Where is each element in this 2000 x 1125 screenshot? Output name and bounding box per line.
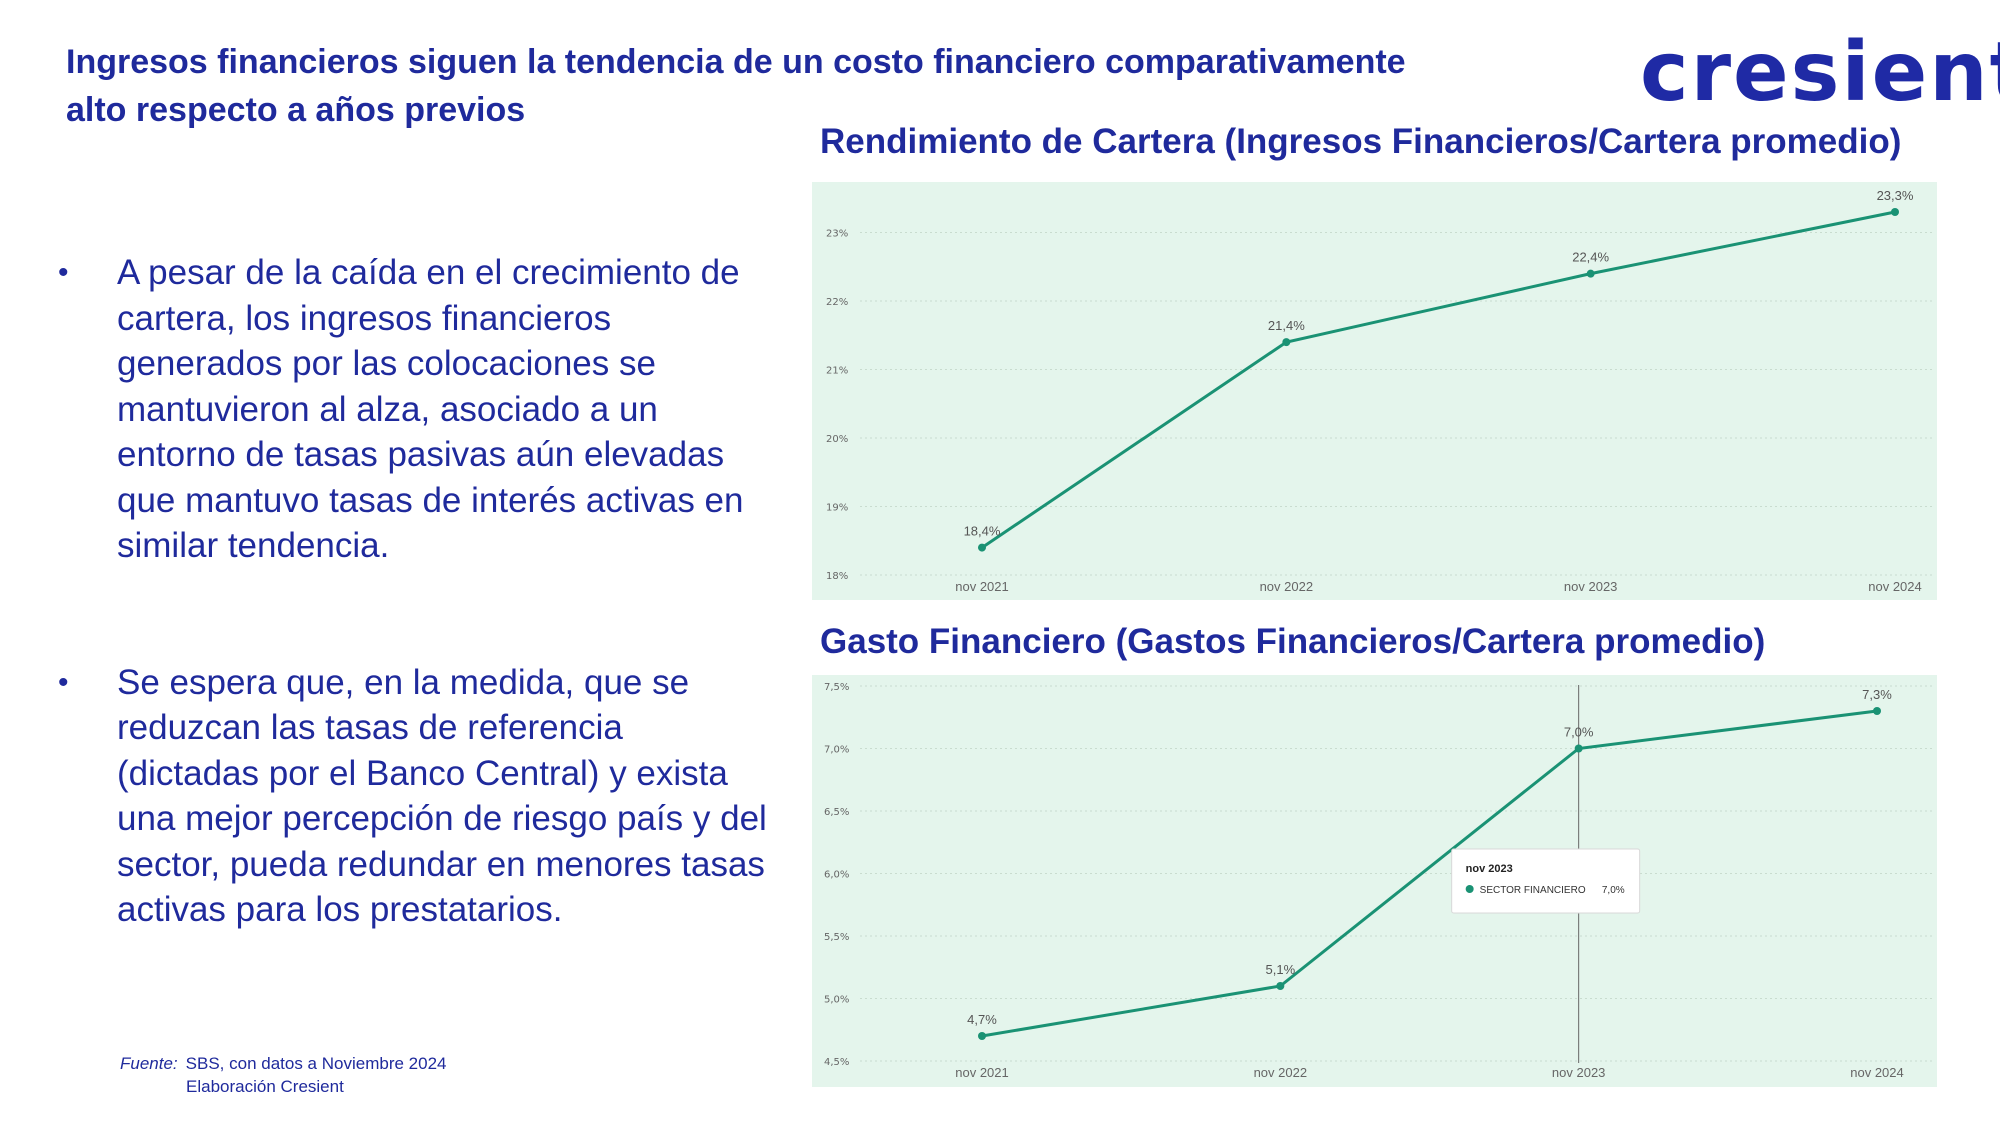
x-tick-label: nov 2024 bbox=[1868, 579, 1922, 594]
y-tick-label: 6,0% bbox=[824, 870, 849, 881]
data-point bbox=[1282, 338, 1291, 347]
data-label: 23,3% bbox=[1877, 188, 1914, 203]
source-line-2: Elaboración Cresient bbox=[186, 1077, 344, 1096]
y-tick-label: 19% bbox=[826, 503, 848, 514]
x-tick-label: nov 2023 bbox=[1564, 579, 1618, 594]
slide-title: Ingresos financieros siguen la tendencia… bbox=[66, 43, 1406, 129]
data-point bbox=[1891, 208, 1899, 216]
x-tick-label: nov 2023 bbox=[1552, 1065, 1606, 1080]
data-label: 7,3% bbox=[1862, 687, 1892, 702]
y-tick-label: 7,5% bbox=[824, 682, 849, 693]
x-tick-label: nov 2021 bbox=[955, 1065, 1009, 1080]
y-tick-label: 5,5% bbox=[824, 932, 849, 943]
data-label: 22,4% bbox=[1572, 250, 1609, 265]
data-point bbox=[1873, 707, 1881, 715]
source-note: Fuente: SBS, con datos a Noviembre 2024 E… bbox=[120, 1052, 446, 1098]
bullet-text: Se espera que, en la medida, que se redu… bbox=[117, 662, 767, 930]
data-point bbox=[978, 1032, 986, 1040]
tooltip-series-name: SECTOR FINANCIERO bbox=[1480, 885, 1586, 896]
chart-rendimiento: 18% 19% 20% 21% 22% 23% nov 2021 nov 2022 nov 20… bbox=[826, 188, 1932, 594]
y-tick-label: 6,5% bbox=[824, 807, 849, 818]
y-tick-label: 20% bbox=[826, 434, 848, 445]
bullet-list: • A pesar de la caída en el crecimiento … bbox=[52, 250, 772, 1024]
x-tick-label: nov 2021 bbox=[955, 579, 1009, 594]
source-line-1: SBS, con datos a Noviembre 2024 bbox=[185, 1054, 447, 1073]
x-tick-label: nov 2022 bbox=[1254, 1065, 1308, 1080]
chart-panel-rendimiento: 18% 19% 20% 21% 22% 23% nov 2021 nov 2022 nov 20… bbox=[812, 182, 1937, 600]
data-label: 7,0% bbox=[1564, 725, 1594, 740]
y-tick-label: 18% bbox=[826, 571, 848, 582]
series-line bbox=[981, 210, 1896, 549]
chart-title-rendimiento: Rendimiento de Cartera (Ingresos Financi… bbox=[820, 122, 1902, 161]
data-point bbox=[978, 543, 986, 552]
data-point bbox=[1276, 982, 1285, 990]
tooltip-box bbox=[1451, 848, 1641, 914]
data-point bbox=[1574, 744, 1583, 753]
chart-panel-gasto: 4,5% 5,0% 5,5% 6,0% 6,5% 7,0% 7,5% nov 2021 nov … bbox=[812, 675, 1937, 1087]
tooltip-series-dot bbox=[1465, 885, 1474, 893]
y-tick-label: 4,5% bbox=[824, 1057, 849, 1068]
y-tick-label: 23% bbox=[826, 229, 848, 240]
chart-title-gasto: Gasto Financiero (Gastos Financieros/Car… bbox=[820, 622, 1766, 661]
x-tick-label: nov 2024 bbox=[1850, 1065, 1904, 1080]
bullet-marker: • bbox=[58, 256, 69, 289]
y-tick-label: 21% bbox=[826, 366, 848, 377]
tooltip-value: 7,0% bbox=[1602, 885, 1625, 896]
y-tick-label: 7,0% bbox=[824, 745, 849, 756]
data-label: 5,1% bbox=[1266, 962, 1296, 977]
data-label: 21,4% bbox=[1268, 318, 1305, 333]
bullet-marker: • bbox=[58, 665, 69, 699]
data-label: 4,7% bbox=[967, 1012, 997, 1027]
brand-logo: cresient bbox=[1640, 25, 2000, 120]
source-label: Fuente: bbox=[120, 1054, 178, 1073]
bullet-item: • Se espera que, en la medida, que se re… bbox=[52, 660, 772, 933]
y-tick-label: 22% bbox=[826, 297, 848, 308]
bullet-text: A pesar de la caída en el crecimiento de… bbox=[117, 253, 744, 565]
series-line bbox=[981, 709, 1878, 1038]
tooltip-title: nov 2023 bbox=[1466, 863, 1513, 875]
y-tick-label: 5,0% bbox=[824, 995, 849, 1006]
data-point bbox=[1586, 269, 1595, 278]
x-tick-label: nov 2022 bbox=[1260, 579, 1314, 594]
bullet-item: • A pesar de la caída en el crecimiento … bbox=[52, 250, 772, 569]
chart-gasto: 4,5% 5,0% 5,5% 6,0% 6,5% 7,0% 7,5% nov 2021 nov … bbox=[824, 682, 1932, 1080]
data-label: 18,4% bbox=[964, 524, 1001, 539]
